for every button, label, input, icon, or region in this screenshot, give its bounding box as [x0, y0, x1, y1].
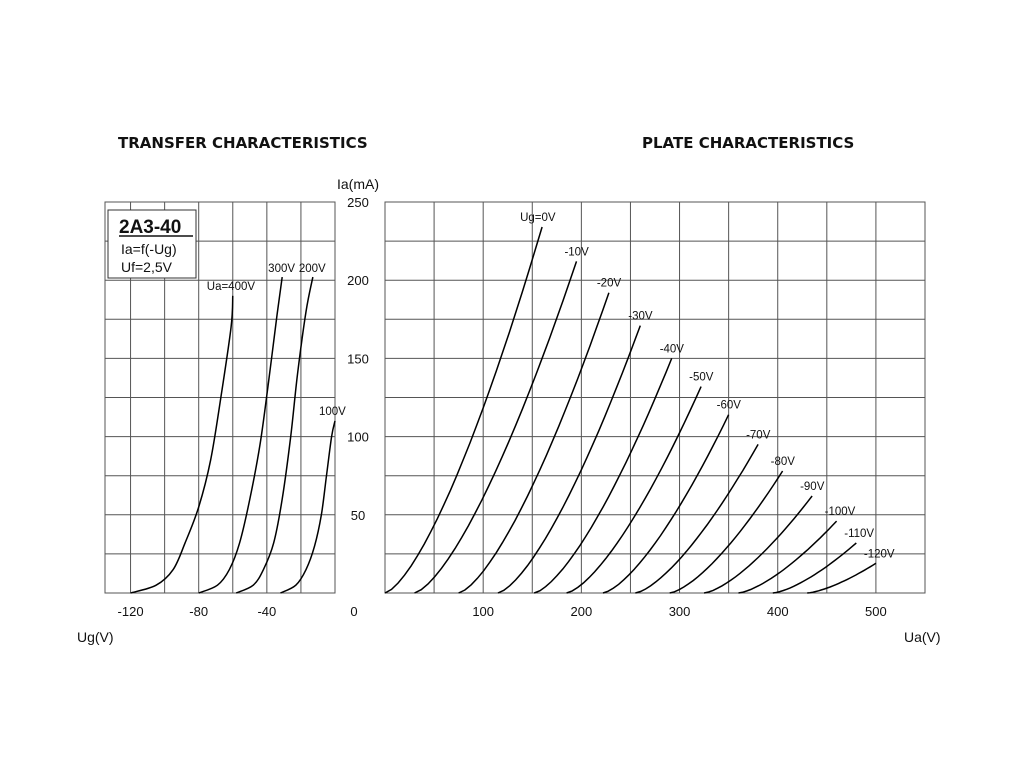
plate-curve-label-70v: -70V — [746, 429, 771, 441]
plate-y-tick-label: 250 — [347, 195, 369, 210]
plate-curve-label-100v: -100V — [825, 506, 856, 518]
plate-curve-20v — [458, 292, 610, 594]
plate-curve-70v — [635, 444, 759, 594]
transfer-curve-label-200v: 200V — [299, 263, 326, 275]
plate-x-tick-label: 400 — [767, 604, 789, 619]
plate-curve-label-30v: -30V — [628, 311, 653, 323]
plate-curve-ug-0v — [384, 226, 543, 594]
transfer-curves — [130, 276, 336, 594]
plate-y-tick-label: 200 — [347, 273, 369, 288]
plate-curve-label-ug-0v: Ug=0V — [520, 212, 556, 224]
transfer-x-tick-label: -80 — [189, 604, 208, 619]
info-box-line-1: Ia=f(-Ug) — [121, 241, 177, 257]
transfer-x-tick-label: -120 — [118, 604, 144, 619]
plate-x-tick-label: 100 — [472, 604, 494, 619]
plate-curve-label-90v: -90V — [800, 481, 825, 493]
info-box-frame — [107, 209, 197, 279]
transfer-curve-label-ua-400v: Ua=400V — [207, 281, 256, 293]
plate-x-axis-label: Ua(V) — [904, 629, 941, 645]
plate-y-axis-label: Ia(mA) — [337, 176, 379, 192]
plate-chart: Ug=0V -10V -20V -30V -40V -50V -60V -70V -80V -90… — [337, 176, 941, 645]
transfer-chart: Ua=400V 300V 200V 100V -120 -80 -40 2A3-40 Ia… — [77, 201, 346, 645]
info-box: 2A3-40 Ia=f(-Ug) Uf=2,5V — [107, 209, 197, 279]
plate-curve-label-40v: -40V — [660, 343, 685, 355]
plate-x-ticks: 100 200 300 400 500 — [472, 604, 886, 619]
plate-curve-100v — [738, 520, 838, 594]
plate-curve-10v — [414, 261, 578, 594]
plate-curves — [384, 226, 877, 594]
plate-curve-90v — [703, 495, 813, 594]
transfer-curve-label-300v: 300V — [268, 263, 295, 275]
transfer-x-axis-label: Ug(V) — [77, 629, 114, 645]
origin-tick-label: 0 — [350, 604, 357, 619]
transfer-curve-200v — [235, 276, 314, 594]
plate-curve-label-120v: -120V — [864, 548, 895, 560]
transfer-curve-ua-400v — [130, 295, 234, 594]
plate-curve-40v — [533, 358, 673, 594]
plate-curve-label-110v: -110V — [844, 528, 874, 540]
plate-curve-110v — [772, 542, 857, 594]
plate-chart-title: PLATE CHARACTERISTICS — [642, 134, 854, 152]
plate-curve-60v — [602, 414, 730, 594]
plate-x-tick-label: 200 — [571, 604, 593, 619]
plate-x-tick-label: 500 — [865, 604, 887, 619]
plate-curve-labels: Ug=0V -10V -20V -30V -40V -50V -60V -70V -80V -90… — [520, 212, 895, 560]
transfer-grid — [104, 201, 336, 594]
transfer-curve-100v — [280, 420, 336, 594]
transfer-curve-300v — [198, 276, 283, 594]
plate-curve-label-80v: -80V — [771, 456, 796, 468]
plate-curve-50v — [566, 386, 702, 594]
plate-curve-label-20v: -20V — [597, 278, 622, 290]
transfer-chart-title: TRANSFER CHARACTERISTICS — [118, 134, 368, 152]
info-box-line-2: Uf=2,5V — [121, 259, 173, 275]
plate-curve-label-50v: -50V — [689, 372, 714, 384]
transfer-x-ticks: -120 -80 -40 — [118, 604, 277, 619]
plate-y-tick-label: 100 — [347, 430, 369, 445]
transfer-curve-labels: Ua=400V 300V 200V 100V — [207, 263, 346, 418]
plate-curve-80v — [669, 470, 784, 594]
plate-y-tick-label: 150 — [347, 351, 369, 366]
plate-curve-30v — [497, 325, 642, 594]
plate-y-ticks: 50 100 150 200 250 — [347, 195, 369, 523]
info-box-title: 2A3-40 — [119, 217, 181, 238]
plate-x-tick-label: 300 — [669, 604, 691, 619]
plate-grid — [384, 201, 926, 594]
plate-curve-120v — [807, 562, 877, 594]
plate-curve-label-10v: -10V — [564, 246, 589, 258]
transfer-curve-label-100v: 100V — [319, 406, 346, 418]
plate-y-tick-label: 50 — [351, 508, 365, 523]
plate-curve-label-60v: -60V — [717, 400, 742, 412]
transfer-x-tick-label: -40 — [257, 604, 276, 619]
